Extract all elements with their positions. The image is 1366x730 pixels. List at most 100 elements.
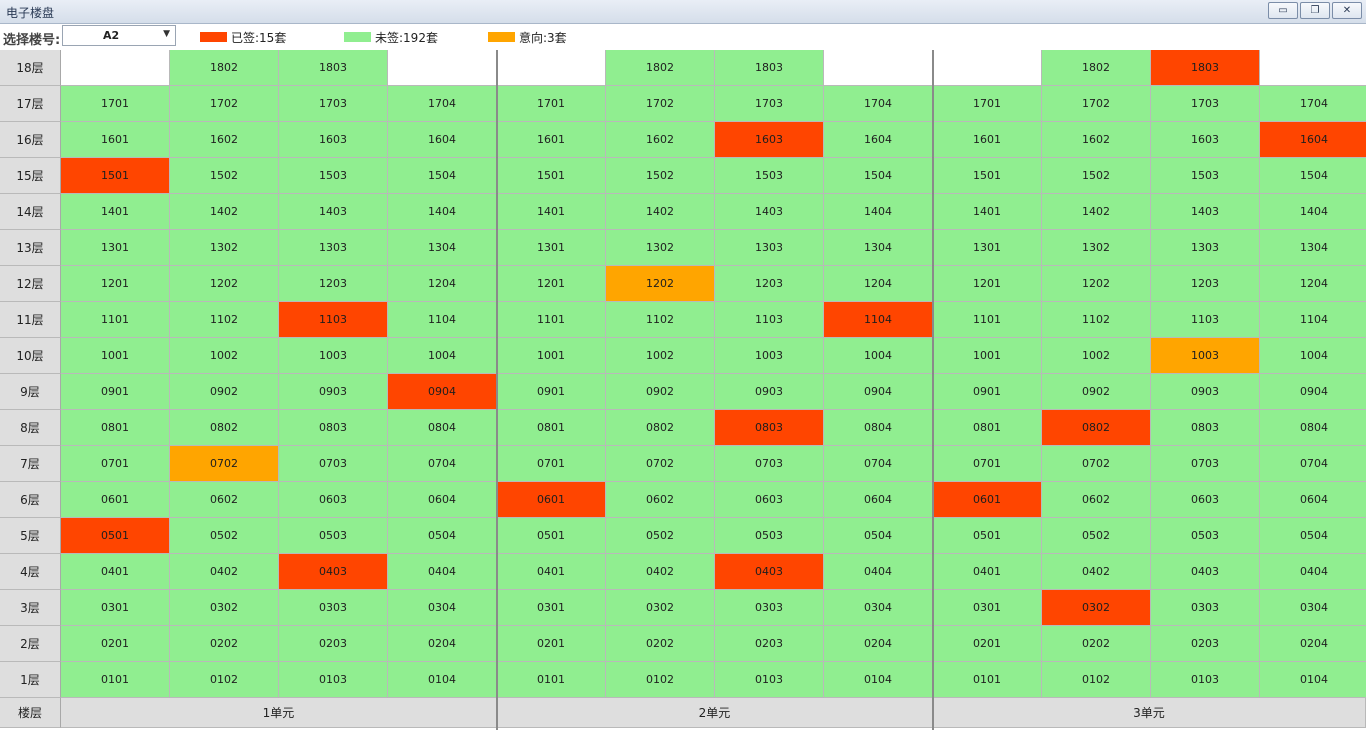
room-cell[interactable]: 0804 — [1260, 410, 1366, 446]
room-cell[interactable]: 0202 — [1042, 626, 1151, 662]
room-cell[interactable]: 0704 — [1260, 446, 1366, 482]
room-cell[interactable]: 0201 — [933, 626, 1042, 662]
room-cell[interactable]: 0204 — [1260, 626, 1366, 662]
room-cell[interactable]: 0503 — [715, 518, 824, 554]
room-cell[interactable]: 0901 — [497, 374, 606, 410]
room-cell[interactable]: 0401 — [497, 554, 606, 590]
room-cell[interactable]: 0404 — [824, 554, 933, 590]
room-cell[interactable]: 0604 — [824, 482, 933, 518]
room-cell[interactable]: 1203 — [1151, 266, 1260, 302]
room-cell[interactable]: 0302 — [606, 590, 715, 626]
room-cell[interactable]: 1602 — [606, 122, 715, 158]
room-cell[interactable]: 0603 — [279, 482, 388, 518]
room-cell[interactable]: 0703 — [715, 446, 824, 482]
room-cell[interactable]: 0303 — [279, 590, 388, 626]
room-cell[interactable]: 0602 — [170, 482, 279, 518]
room-cell[interactable]: 1002 — [170, 338, 279, 374]
room-cell[interactable]: 0302 — [1042, 590, 1151, 626]
room-cell[interactable]: 0802 — [170, 410, 279, 446]
room-cell[interactable]: 0701 — [61, 446, 170, 482]
room-cell[interactable]: 1504 — [388, 158, 497, 194]
room-cell[interactable]: 1204 — [1260, 266, 1366, 302]
room-cell[interactable]: 1404 — [824, 194, 933, 230]
room-cell[interactable]: 0203 — [279, 626, 388, 662]
room-cell[interactable]: 0603 — [715, 482, 824, 518]
building-select[interactable]: A2 ▼ — [62, 25, 176, 46]
room-cell[interactable]: 0404 — [388, 554, 497, 590]
room-cell[interactable]: 1603 — [279, 122, 388, 158]
room-cell[interactable]: 0101 — [61, 662, 170, 698]
room-cell[interactable]: 1203 — [715, 266, 824, 302]
room-cell[interactable]: 1502 — [170, 158, 279, 194]
room-cell[interactable]: 1803 — [279, 50, 388, 86]
room-cell[interactable]: 0404 — [1260, 554, 1366, 590]
room-cell[interactable]: 1304 — [1260, 230, 1366, 266]
room-cell[interactable]: 0102 — [1042, 662, 1151, 698]
room-cell[interactable]: 0904 — [824, 374, 933, 410]
room-cell[interactable]: 1004 — [388, 338, 497, 374]
room-cell[interactable]: 0801 — [933, 410, 1042, 446]
room-cell[interactable]: 0401 — [61, 554, 170, 590]
room-cell[interactable]: 0601 — [933, 482, 1042, 518]
room-cell[interactable]: 0202 — [170, 626, 279, 662]
room-cell[interactable]: 0301 — [61, 590, 170, 626]
room-cell[interactable]: 0804 — [824, 410, 933, 446]
room-cell[interactable]: 0103 — [279, 662, 388, 698]
room-cell[interactable]: 1403 — [279, 194, 388, 230]
room-cell[interactable]: 1004 — [824, 338, 933, 374]
room-cell[interactable]: 0904 — [1260, 374, 1366, 410]
room-cell[interactable]: 0502 — [170, 518, 279, 554]
room-cell[interactable]: 1604 — [824, 122, 933, 158]
room-cell[interactable]: 1701 — [61, 86, 170, 122]
room-cell[interactable]: 0902 — [606, 374, 715, 410]
room-cell[interactable]: 1502 — [606, 158, 715, 194]
room-cell[interactable]: 0502 — [606, 518, 715, 554]
room-cell[interactable]: 1601 — [61, 122, 170, 158]
room-cell[interactable]: 1704 — [388, 86, 497, 122]
room-cell[interactable]: 1802 — [1042, 50, 1151, 86]
room-cell[interactable]: 0104 — [1260, 662, 1366, 698]
room-cell[interactable]: 1401 — [497, 194, 606, 230]
room-cell[interactable]: 1102 — [1042, 302, 1151, 338]
room-cell[interactable]: 1501 — [933, 158, 1042, 194]
room-cell[interactable]: 0304 — [824, 590, 933, 626]
room-cell[interactable]: 0601 — [61, 482, 170, 518]
room-cell[interactable]: 0101 — [933, 662, 1042, 698]
room-cell[interactable]: 0901 — [61, 374, 170, 410]
room-cell[interactable]: 1003 — [279, 338, 388, 374]
room-cell[interactable]: 1503 — [1151, 158, 1260, 194]
room-cell[interactable]: 1702 — [1042, 86, 1151, 122]
room-cell[interactable]: 0601 — [497, 482, 606, 518]
room-cell[interactable]: 1103 — [1151, 302, 1260, 338]
room-cell[interactable]: 1601 — [933, 122, 1042, 158]
room-cell[interactable]: 1201 — [497, 266, 606, 302]
room-cell[interactable]: 0703 — [279, 446, 388, 482]
room-cell[interactable]: 1001 — [497, 338, 606, 374]
room-cell[interactable]: 1103 — [279, 302, 388, 338]
room-cell[interactable]: 1401 — [61, 194, 170, 230]
room-cell[interactable]: 1203 — [279, 266, 388, 302]
room-cell[interactable]: 1602 — [170, 122, 279, 158]
room-cell[interactable]: 1803 — [1151, 50, 1260, 86]
room-cell[interactable]: 1204 — [824, 266, 933, 302]
room-cell[interactable]: 0104 — [388, 662, 497, 698]
room-cell[interactable]: 1502 — [1042, 158, 1151, 194]
room-cell[interactable]: 1402 — [606, 194, 715, 230]
room-cell[interactable]: 0403 — [715, 554, 824, 590]
room-cell[interactable]: 0402 — [170, 554, 279, 590]
room-cell[interactable]: 0302 — [170, 590, 279, 626]
room-cell[interactable]: 1601 — [497, 122, 606, 158]
room-cell[interactable]: 0801 — [497, 410, 606, 446]
room-cell[interactable]: 0604 — [388, 482, 497, 518]
room-cell[interactable]: 0604 — [1260, 482, 1366, 518]
room-cell[interactable]: 1403 — [715, 194, 824, 230]
room-cell[interactable]: 0902 — [170, 374, 279, 410]
room-cell[interactable]: 0501 — [61, 518, 170, 554]
room-cell[interactable]: 0102 — [606, 662, 715, 698]
room-cell[interactable]: 1002 — [1042, 338, 1151, 374]
room-cell[interactable]: 0504 — [388, 518, 497, 554]
room-cell[interactable]: 0403 — [279, 554, 388, 590]
room-cell[interactable]: 1104 — [388, 302, 497, 338]
room-cell[interactable]: 0903 — [279, 374, 388, 410]
room-cell[interactable]: 0702 — [1042, 446, 1151, 482]
